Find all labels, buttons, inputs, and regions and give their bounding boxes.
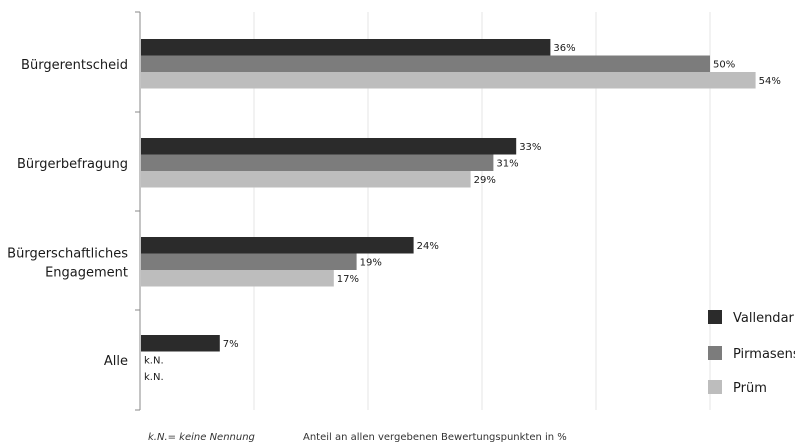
legend-swatch bbox=[708, 346, 722, 360]
category-labels: Bürgerentscheid Bürgerbefragung Bürgerscha… bbox=[7, 58, 128, 369]
data-label: 19% bbox=[360, 258, 382, 269]
data-label: 17% bbox=[337, 274, 359, 285]
bar bbox=[141, 253, 357, 270]
bar bbox=[141, 171, 471, 188]
data-label: 29% bbox=[474, 175, 496, 186]
value-labels: 36% 50% 54% 33%31%29% 24% 19%17% 7% k.N. k.N. bbox=[144, 43, 781, 383]
footnote: k.N.= keine Nennung bbox=[148, 432, 255, 443]
x-axis-label: Anteil an allen vergebenen Bewertungspun… bbox=[303, 432, 567, 443]
data-label: 7% bbox=[223, 339, 239, 350]
bar bbox=[141, 270, 334, 287]
bar bbox=[141, 237, 414, 254]
data-label-no-answer: k.N. bbox=[144, 356, 164, 367]
data-label-no-answer: k.N. bbox=[144, 372, 164, 383]
bar bbox=[141, 39, 551, 56]
data-label: 33% bbox=[519, 142, 541, 153]
data-label: 31% bbox=[496, 159, 518, 170]
data-label: 36% bbox=[553, 43, 575, 54]
legend-label: Vallendar bbox=[733, 311, 795, 326]
bar bbox=[141, 55, 710, 72]
legend-swatch bbox=[708, 310, 722, 324]
y-axis bbox=[135, 11, 141, 411]
category-label: Bürgerbefragung bbox=[17, 157, 128, 172]
legend-label: Pirmasens bbox=[733, 347, 795, 362]
bar bbox=[141, 138, 517, 155]
category-label: Engagement bbox=[45, 265, 128, 280]
legend-swatch bbox=[708, 380, 722, 394]
data-label: 24% bbox=[417, 241, 439, 252]
category-label: Bürgerschaftliches bbox=[7, 246, 128, 261]
bar bbox=[141, 154, 494, 171]
data-label: 50% bbox=[713, 60, 735, 71]
category-label: Bürgerentscheid bbox=[21, 58, 128, 73]
bar bbox=[141, 335, 220, 352]
legend: Vallendar Pirmasens Prüm bbox=[708, 310, 795, 396]
data-label: 54% bbox=[759, 76, 781, 87]
category-label: Alle bbox=[104, 354, 128, 369]
bar bbox=[141, 72, 756, 89]
bars bbox=[141, 39, 756, 352]
legend-label: Prüm bbox=[733, 381, 767, 396]
